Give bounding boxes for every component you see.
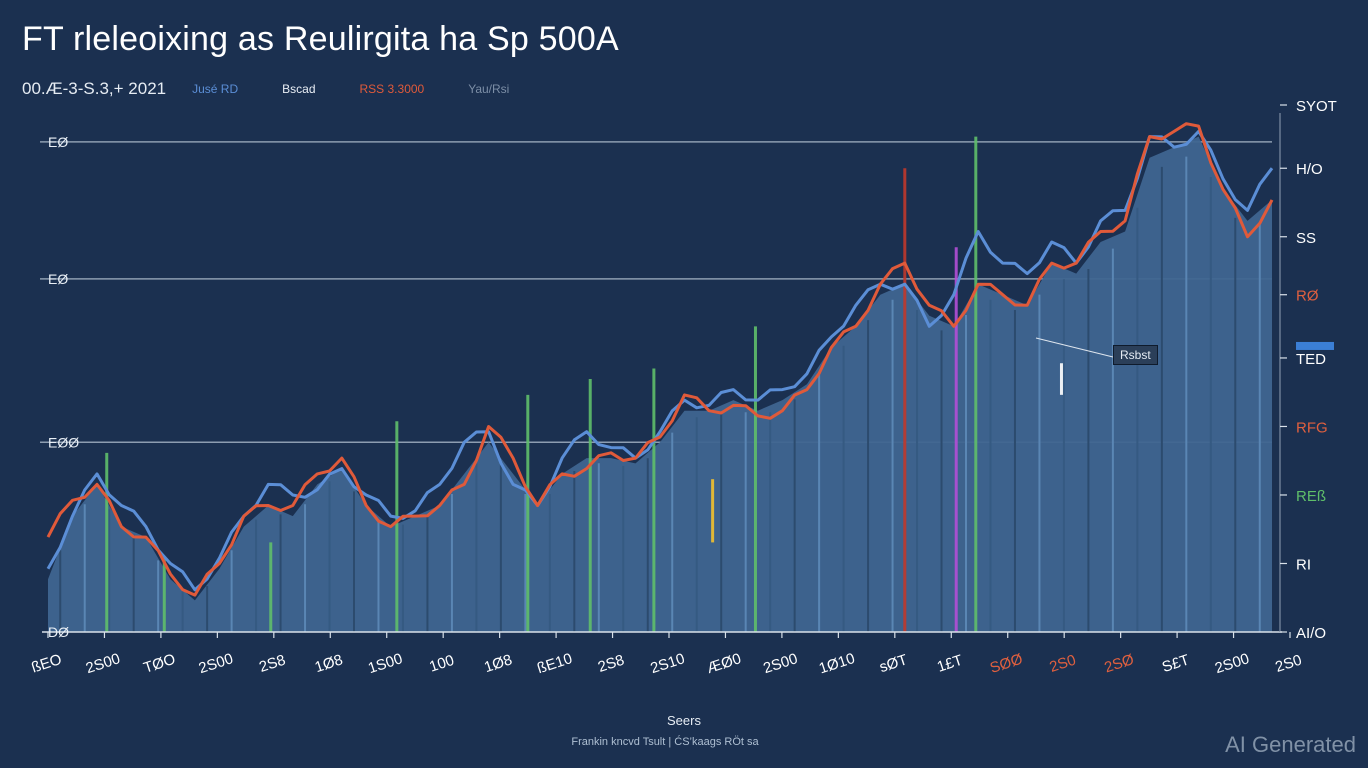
x-tick-label-17: SØØ [988,650,1025,677]
x-tick-label-18: 2S0 [1047,652,1078,676]
legend-item-white: Bscad [282,82,316,96]
right-axis-label-6: REß [1296,488,1326,505]
axes [42,113,1282,633]
x-tick-label-22: 2S0 [1273,652,1304,676]
x-tick-label-6: 1S00 [366,650,405,677]
x-tick-label-13: 2S00 [761,650,800,677]
left-axis-label-2: EØØ [48,434,79,450]
area-layer [48,136,1272,632]
x-tick-label-1: 2S00 [84,650,123,677]
right-axis-label-4: TED [1296,351,1326,368]
x-tick-label-8: 1Ø8 [482,651,514,676]
chart-subtitle: 00.Æ-3-S.3,+ 2021 [22,79,167,98]
x-tick-label-2: TØO [141,651,177,677]
x-tick-label-10: 2S8 [596,652,627,676]
right-label-highlight [1296,341,1334,350]
left-axis-label-1: EØ [48,271,68,287]
legend-item-orange: RSS 3.3000 [359,82,425,96]
left-axis-label-3: DØ [48,624,69,640]
x-tick-label-16: 1£T [935,652,965,676]
spike-layer [105,136,1063,632]
right-axis-label-0: SYOT [1296,98,1337,115]
x-tick-label-19: 2SØ [1102,651,1136,677]
x-tick-label-20: S£T [1160,651,1191,676]
x-tick-label-5: 1Ø8 [313,651,345,676]
right-axis-label-7: RI [1296,556,1311,573]
callout-leader [1035,337,1114,358]
x-tick-label-0: ßEO [29,651,64,677]
x-tick-label-21: 2S00 [1213,650,1252,677]
right-axis-label-3: RØ [1296,288,1319,305]
right-axis-label-1: H/O [1296,161,1323,178]
annotation-callout: Rsbst [1113,345,1158,365]
x-tick-label-11: 2S10 [648,650,687,677]
x-tick-label-9: ßE10 [535,650,574,677]
right-axis-label-5: RFG [1296,419,1328,436]
legend-item-blue: Jusé RD [192,82,239,96]
right-axis-label-2: SS [1296,230,1316,247]
x-tick-label-12: ÆØ0 [705,650,744,677]
x-tick-label-7: 100 [427,652,456,676]
x-axis-sublabel: Frankin kncvd Tsult | ĆS’kaags RÖt sa [571,736,759,748]
legend-item-gray: Yau/Rsi [468,82,510,96]
series-line-orange [46,122,1274,597]
left-axis-label-0: EØ [48,134,68,150]
chart-title: FT rleleoixing as Reulirgita ha Sp 500A [22,20,619,58]
ai-generated-watermark: AI Generated [1225,732,1356,757]
x-tick-label-14: 1Ø10 [817,650,857,678]
subtitle-row: 00.Æ-3-S.3,+ 2021 Jusé RD Bscad RSS 3.30… [22,78,553,100]
x-tick-label-4: 2S8 [257,652,288,676]
x-axis-label: Seers [667,713,701,728]
x-tick-label-3: 2S00 [197,650,236,677]
x-tick-label-15: sØT [877,651,909,676]
series-lines [46,122,1274,597]
right-axis-label-8: AI/O [1296,625,1326,642]
